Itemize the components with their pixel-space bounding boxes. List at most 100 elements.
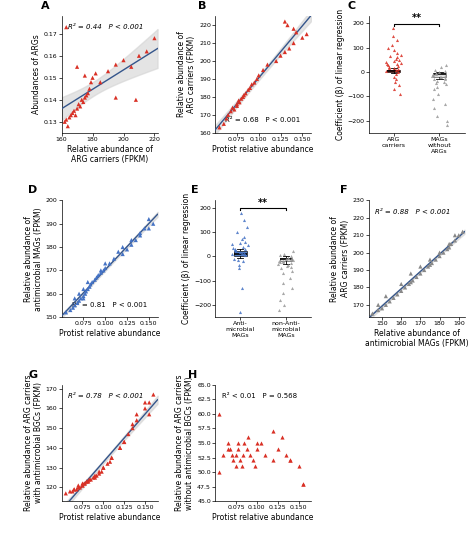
Point xyxy=(273,57,280,65)
Point xyxy=(282,450,290,459)
Point xyxy=(392,66,400,74)
Point xyxy=(238,235,246,244)
Point xyxy=(141,404,149,413)
Point xyxy=(442,80,449,88)
Point xyxy=(73,485,81,494)
PathPatch shape xyxy=(433,73,446,77)
Y-axis label: Relative abundance of
ARG carriers (FPKM): Relative abundance of ARG carriers (FPKM… xyxy=(177,32,196,118)
Text: R² < 0.01   P = 0.568: R² < 0.01 P = 0.568 xyxy=(222,393,297,399)
Point xyxy=(407,269,415,278)
Point xyxy=(277,51,284,60)
Point xyxy=(249,456,256,465)
Point xyxy=(87,78,95,86)
Y-axis label: Coefficient (β) of linear regression: Coefficient (β) of linear regression xyxy=(182,193,191,324)
Point xyxy=(233,227,241,236)
Point xyxy=(65,113,73,122)
Point xyxy=(277,296,284,305)
Point xyxy=(97,266,105,275)
Point xyxy=(292,28,300,37)
Point xyxy=(90,473,97,482)
Point xyxy=(116,444,124,452)
Point xyxy=(392,75,400,84)
Point xyxy=(280,250,288,258)
Point xyxy=(244,241,252,250)
Point xyxy=(284,260,292,269)
Point xyxy=(270,456,277,465)
Point xyxy=(100,464,107,472)
Point xyxy=(299,33,306,42)
Point xyxy=(240,91,248,99)
Point xyxy=(82,289,89,298)
Point xyxy=(240,232,248,241)
Point xyxy=(228,450,236,459)
Point xyxy=(100,266,107,275)
Point xyxy=(88,278,96,286)
Point xyxy=(276,258,283,267)
Point xyxy=(128,236,135,244)
Point xyxy=(299,480,307,488)
Point xyxy=(100,464,107,472)
Point xyxy=(287,263,295,272)
Point xyxy=(442,60,450,69)
Point xyxy=(443,116,450,125)
Text: H: H xyxy=(188,370,198,379)
Point xyxy=(280,269,287,278)
Text: B: B xyxy=(198,1,206,11)
Point xyxy=(286,456,294,465)
Point xyxy=(84,278,91,286)
Point xyxy=(274,445,282,453)
Point xyxy=(224,110,232,119)
Point xyxy=(87,280,94,289)
Point xyxy=(431,65,439,74)
Point xyxy=(430,104,438,113)
Point xyxy=(279,257,287,265)
Point xyxy=(125,430,132,438)
Point xyxy=(299,480,307,488)
Point xyxy=(240,216,247,224)
Point xyxy=(231,244,238,253)
Point xyxy=(230,105,238,114)
Point xyxy=(393,59,401,68)
Point xyxy=(75,289,83,298)
Point xyxy=(230,254,238,263)
Point xyxy=(240,248,248,257)
Point xyxy=(70,485,78,494)
Point xyxy=(230,244,237,252)
Point xyxy=(237,308,244,316)
Point xyxy=(232,462,240,471)
Point xyxy=(236,264,243,273)
Point xyxy=(73,63,81,71)
Point xyxy=(284,254,292,262)
Point xyxy=(276,251,284,259)
Point xyxy=(242,237,249,246)
Point xyxy=(81,479,88,488)
Point xyxy=(75,100,82,108)
Point xyxy=(143,47,151,56)
Point xyxy=(417,269,424,278)
PathPatch shape xyxy=(234,251,246,256)
Point xyxy=(106,458,114,466)
Point xyxy=(97,78,104,86)
Point xyxy=(392,70,400,79)
X-axis label: Relative abundance of
ARG carriers (FPKM): Relative abundance of ARG carriers (FPKM… xyxy=(67,145,153,164)
Point xyxy=(393,53,401,62)
Point xyxy=(397,59,405,67)
Point xyxy=(137,231,144,240)
Point xyxy=(233,101,241,110)
Point xyxy=(106,259,113,268)
Point xyxy=(69,487,76,496)
Point xyxy=(446,240,453,248)
Point xyxy=(228,250,236,259)
Point xyxy=(407,278,415,287)
Point xyxy=(216,468,223,476)
Point xyxy=(216,123,223,132)
Point xyxy=(231,246,239,254)
Point xyxy=(290,39,297,47)
Point xyxy=(76,102,84,110)
Point xyxy=(390,85,398,93)
Y-axis label: Relative abundance of ARG carriers
without antimicrobial BGCs (FPKM): Relative abundance of ARG carriers witho… xyxy=(175,375,194,511)
Point xyxy=(74,483,82,492)
Y-axis label: Relative abundance of
antimicrobial MAGs (FPKM): Relative abundance of antimicrobial MAGs… xyxy=(24,207,43,310)
Point xyxy=(141,224,148,233)
Point xyxy=(446,243,453,252)
